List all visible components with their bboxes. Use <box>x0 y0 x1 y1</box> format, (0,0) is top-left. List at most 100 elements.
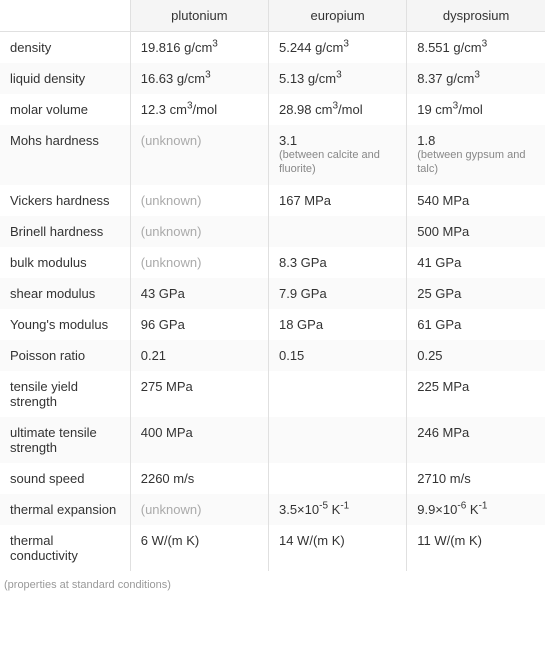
table-row: liquid density16.63 g/cm35.13 g/cm38.37 … <box>0 63 545 94</box>
table-row: Poisson ratio0.210.150.25 <box>0 340 545 371</box>
cell-value: 96 GPa <box>141 317 185 332</box>
table-cell: 12.3 cm3/mol <box>130 94 268 125</box>
property-label: Young's modulus <box>0 309 130 340</box>
cell-subtext: (between calcite and fluorite) <box>279 148 396 177</box>
table-cell: 16.63 g/cm3 <box>130 63 268 94</box>
table-cell: 6 W/(m K) <box>130 525 268 571</box>
cell-after: /mol <box>193 102 218 117</box>
header-dysprosium: dysprosium <box>407 0 545 32</box>
table-cell: 0.15 <box>268 340 406 371</box>
cell-value: 28.98 cm <box>279 102 332 117</box>
cell-value: 1.8 <box>417 133 435 148</box>
table-cell: 41 GPa <box>407 247 545 278</box>
property-label: liquid density <box>0 63 130 94</box>
cell-value: 41 GPa <box>417 255 461 270</box>
cell-value: 9.9×10 <box>417 502 457 517</box>
cell-value: 18 GPa <box>279 317 323 332</box>
property-label: density <box>0 32 130 64</box>
property-label: thermal conductivity <box>0 525 130 571</box>
property-label: tensile yield strength <box>0 371 130 417</box>
table-body: density19.816 g/cm35.244 g/cm38.551 g/cm… <box>0 32 545 571</box>
table-cell: 275 MPa <box>130 371 268 417</box>
cell-subtext: (between gypsum and talc) <box>417 148 535 177</box>
cell-value: 246 MPa <box>417 425 469 440</box>
table-cell: (unknown) <box>130 494 268 525</box>
table-row: bulk modulus(unknown) 8.3 GPa 41 GPa <box>0 247 545 278</box>
table-cell: 500 MPa <box>407 216 545 247</box>
property-label: shear modulus <box>0 278 130 309</box>
unknown-value: (unknown) <box>141 133 202 148</box>
property-label: bulk modulus <box>0 247 130 278</box>
table-cell: 8.37 g/cm3 <box>407 63 545 94</box>
table-cell: 8.551 g/cm3 <box>407 32 545 64</box>
table-cell <box>268 371 406 417</box>
cell-value: 275 MPa <box>141 379 193 394</box>
superscript: 3 <box>343 39 349 50</box>
cell-value: 7.9 GPa <box>279 286 327 301</box>
property-label: thermal expansion <box>0 494 130 525</box>
table-cell: (unknown) <box>130 247 268 278</box>
cell-value: 0.25 <box>417 348 442 363</box>
superscript: -1 <box>479 500 488 511</box>
property-label: Brinell hardness <box>0 216 130 247</box>
property-label: sound speed <box>0 463 130 494</box>
cell-value: 0.15 <box>279 348 304 363</box>
property-label: molar volume <box>0 94 130 125</box>
header-europium: europium <box>268 0 406 32</box>
table-row: molar volume12.3 cm3/mol28.98 cm3/mol19 … <box>0 94 545 125</box>
footer-note: (properties at standard conditions) <box>0 571 545 599</box>
cell-value: 8.551 g/cm <box>417 40 481 55</box>
cell-after: K <box>328 502 340 517</box>
cell-value: 0.21 <box>141 348 166 363</box>
cell-value: 540 MPa <box>417 193 469 208</box>
unknown-value: (unknown) <box>141 502 202 517</box>
table-cell <box>268 463 406 494</box>
table-cell: (unknown) <box>130 185 268 216</box>
cell-value: 225 MPa <box>417 379 469 394</box>
table-row: thermal conductivity6 W/(m K) 14 W/(m K) 1… <box>0 525 545 571</box>
cell-value: 8.3 GPa <box>279 255 327 270</box>
table-row: thermal expansion(unknown)3.5×10-5 K-19.… <box>0 494 545 525</box>
table-cell: 1.8(between gypsum and talc) <box>407 125 545 185</box>
superscript: -5 <box>319 500 328 511</box>
table-cell: 96 GPa <box>130 309 268 340</box>
superscript: 3 <box>474 70 480 81</box>
cell-after: /mol <box>458 102 483 117</box>
header-plutonium: plutonium <box>130 0 268 32</box>
cell-value: 5.13 g/cm <box>279 71 336 86</box>
table-cell: 25 GPa <box>407 278 545 309</box>
table-row: ultimate tensile strength400 MPa246 MPa <box>0 417 545 463</box>
table-cell: 2710 m/s <box>407 463 545 494</box>
superscript: 3 <box>212 39 218 50</box>
table-cell: 3.5×10-5 K-1 <box>268 494 406 525</box>
cell-value: 16.63 g/cm <box>141 71 205 86</box>
cell-value: 19.816 g/cm <box>141 40 213 55</box>
cell-after: K <box>466 502 478 517</box>
table-row: sound speed 2260 m/s 2710 m/s <box>0 463 545 494</box>
table-row: Mohs hardness (unknown) 3.1(between calcit… <box>0 125 545 185</box>
cell-value: 3.1 <box>279 133 297 148</box>
table-cell: 225 MPa <box>407 371 545 417</box>
superscript: 3 <box>482 39 488 50</box>
superscript: -6 <box>457 500 466 511</box>
table-row: Brinell hardness(unknown)500 MPa <box>0 216 545 247</box>
table-cell: 7.9 GPa <box>268 278 406 309</box>
table-cell: 3.1(between calcite and fluorite) <box>268 125 406 185</box>
table-cell: 11 W/(m K) <box>407 525 545 571</box>
property-label: Mohs hardness <box>0 125 130 185</box>
table-row: density19.816 g/cm35.244 g/cm38.551 g/cm… <box>0 32 545 64</box>
table-cell: 19.816 g/cm3 <box>130 32 268 64</box>
table-cell: 167 MPa <box>268 185 406 216</box>
cell-value: 2260 m/s <box>141 471 194 486</box>
table-cell: 14 W/(m K) <box>268 525 406 571</box>
table-cell: 5.13 g/cm3 <box>268 63 406 94</box>
table-cell: 43 GPa <box>130 278 268 309</box>
table-cell: 28.98 cm3/mol <box>268 94 406 125</box>
cell-value: 500 MPa <box>417 224 469 239</box>
table-cell: 9.9×10-6 K-1 <box>407 494 545 525</box>
cell-value: 14 W/(m K) <box>279 533 345 548</box>
cell-value: 12.3 cm <box>141 102 187 117</box>
cell-value: 25 GPa <box>417 286 461 301</box>
table-row: Young's modulus96 GPa18 GPa61 GPa <box>0 309 545 340</box>
cell-value: 11 W/(m K) <box>417 533 482 548</box>
